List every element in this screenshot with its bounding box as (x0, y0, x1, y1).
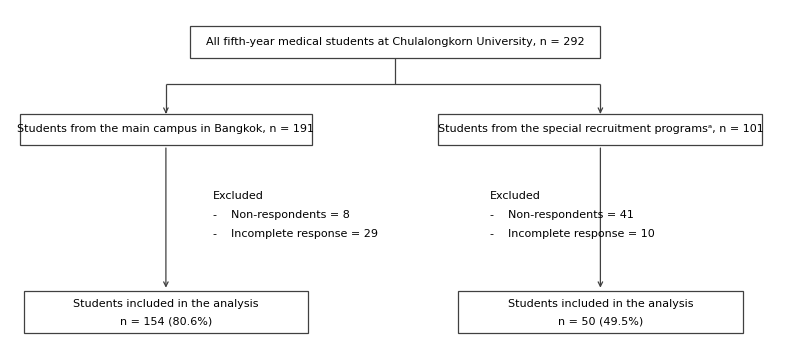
Text: -    Non-respondents = 8: - Non-respondents = 8 (213, 210, 350, 220)
Text: n = 154 (80.6%): n = 154 (80.6%) (120, 316, 212, 326)
Text: Students from the main campus in Bangkok, n = 191: Students from the main campus in Bangkok… (17, 125, 314, 134)
FancyBboxPatch shape (458, 290, 743, 332)
Text: Excluded: Excluded (213, 191, 264, 201)
FancyBboxPatch shape (190, 26, 600, 58)
Text: Students from the special recruitment programsᵃ, n = 101: Students from the special recruitment pr… (438, 125, 763, 134)
Text: Excluded: Excluded (490, 191, 540, 201)
FancyBboxPatch shape (20, 114, 312, 145)
Text: n = 50 (49.5%): n = 50 (49.5%) (558, 316, 643, 326)
FancyBboxPatch shape (24, 290, 308, 332)
Text: -    Incomplete response = 10: - Incomplete response = 10 (490, 229, 655, 239)
FancyBboxPatch shape (438, 114, 762, 145)
Text: -    Incomplete response = 29: - Incomplete response = 29 (213, 229, 378, 239)
Text: All fifth-year medical students at Chulalongkorn University, n = 292: All fifth-year medical students at Chula… (205, 37, 585, 47)
Text: Students included in the analysis: Students included in the analysis (73, 299, 258, 309)
Text: Students included in the analysis: Students included in the analysis (508, 299, 693, 309)
Text: -    Non-respondents = 41: - Non-respondents = 41 (490, 210, 634, 220)
